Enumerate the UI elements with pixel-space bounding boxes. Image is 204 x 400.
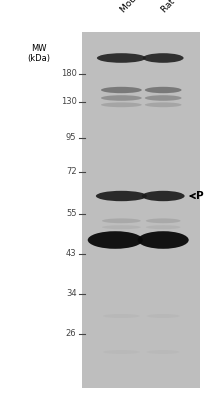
- Ellipse shape: [96, 191, 147, 201]
- Text: 34: 34: [66, 290, 76, 298]
- Ellipse shape: [146, 225, 181, 229]
- Text: Mouse brain: Mouse brain: [119, 0, 163, 14]
- Ellipse shape: [147, 314, 180, 318]
- Text: 55: 55: [66, 210, 76, 218]
- Text: 95: 95: [66, 134, 76, 142]
- Text: 26: 26: [66, 330, 76, 338]
- Text: MW
(kDa): MW (kDa): [27, 44, 50, 63]
- Ellipse shape: [101, 102, 142, 107]
- Ellipse shape: [138, 231, 189, 249]
- Ellipse shape: [103, 350, 140, 354]
- Text: 180: 180: [61, 70, 76, 78]
- Ellipse shape: [147, 350, 180, 354]
- Ellipse shape: [101, 95, 142, 101]
- Ellipse shape: [142, 191, 185, 201]
- Ellipse shape: [102, 225, 141, 229]
- Ellipse shape: [102, 218, 141, 223]
- Text: PSAP: PSAP: [196, 191, 204, 201]
- Ellipse shape: [97, 53, 146, 63]
- Ellipse shape: [103, 314, 140, 318]
- Bar: [82, 32, 200, 388]
- Ellipse shape: [145, 87, 182, 93]
- Text: 72: 72: [66, 168, 76, 176]
- Ellipse shape: [101, 87, 142, 93]
- Ellipse shape: [143, 53, 184, 63]
- Ellipse shape: [88, 231, 143, 249]
- Text: 130: 130: [61, 98, 76, 106]
- Text: Rat brain: Rat brain: [160, 0, 194, 14]
- Ellipse shape: [146, 218, 181, 223]
- Ellipse shape: [145, 102, 182, 107]
- Text: 43: 43: [66, 250, 76, 258]
- Ellipse shape: [145, 95, 182, 101]
